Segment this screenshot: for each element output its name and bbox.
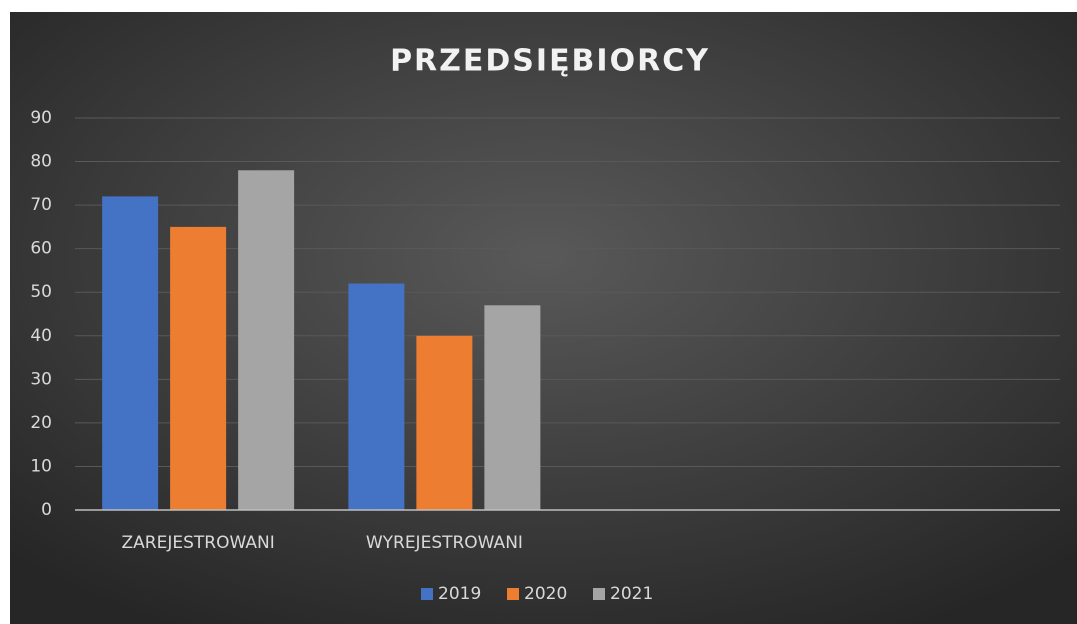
legend-swatch (421, 588, 433, 600)
bar (170, 226, 227, 510)
y-tick-label: 0 (41, 500, 52, 520)
legend-label: 2021 (610, 584, 653, 604)
bar (484, 305, 541, 510)
y-tick-label: 60 (30, 239, 52, 259)
legend-swatch (593, 588, 605, 600)
y-tick-label: 20 (30, 413, 52, 433)
chart-title: PRZEDSIĘBIORCY (390, 44, 710, 79)
bar (238, 170, 295, 510)
y-tick-label: 30 (30, 369, 52, 389)
y-tick-label: 40 (30, 326, 52, 346)
legend-label: 2019 (438, 584, 481, 604)
y-tick-label: 70 (30, 195, 52, 215)
bar (416, 335, 473, 510)
bar (102, 196, 159, 510)
y-tick-label: 10 (30, 456, 52, 476)
y-tick-label: 90 (30, 108, 52, 128)
x-tick-label: ZAREJESTROWANI (122, 533, 275, 553)
y-tick-label: 50 (30, 282, 52, 302)
x-tick-label: WYREJESTROWANI (366, 533, 523, 553)
bar (348, 283, 405, 510)
legend-label: 2020 (524, 584, 567, 604)
legend-swatch (507, 588, 519, 600)
y-tick-label: 80 (30, 152, 52, 172)
